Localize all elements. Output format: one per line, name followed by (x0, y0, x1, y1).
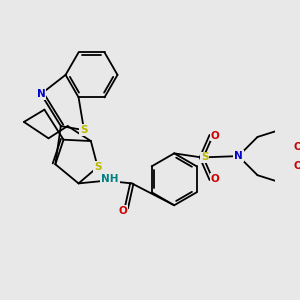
Text: S: S (94, 162, 101, 172)
Text: N: N (234, 151, 243, 161)
Text: S: S (80, 125, 88, 135)
Text: O: O (211, 130, 220, 141)
Text: O: O (119, 206, 128, 216)
Text: O: O (293, 142, 300, 152)
Text: O: O (293, 160, 300, 171)
Text: NH: NH (101, 174, 119, 184)
Text: N: N (37, 89, 45, 99)
Text: S: S (201, 152, 208, 163)
Text: O: O (211, 174, 220, 184)
